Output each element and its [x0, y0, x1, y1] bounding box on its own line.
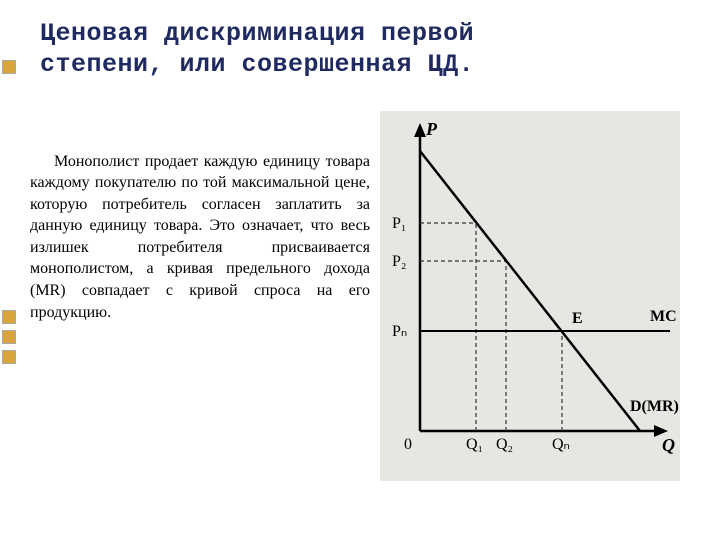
svg-text:Q₁: Q₁	[466, 436, 483, 453]
chart-svg: P Q 0 P₁ P₂ Pₙ Q₁ Q₂ Qₙ MC D(MR) E	[380, 111, 680, 481]
svg-text:Q₂: Q₂	[496, 436, 513, 453]
svg-text:Q: Q	[662, 435, 675, 455]
svg-text:MC: MC	[650, 308, 677, 325]
svg-text:P₁: P₁	[392, 215, 406, 232]
svg-text:P: P	[425, 119, 438, 139]
sidebar-mark	[2, 350, 16, 364]
content-row: Монополист продает каждую единицу товара…	[0, 91, 720, 481]
title-line-2: степени, или совершенная ЦД.	[40, 50, 474, 79]
svg-text:E: E	[572, 310, 583, 327]
title-line-1: Ценовая дискриминация первой	[40, 19, 474, 48]
sidebar-mark	[2, 310, 16, 324]
svg-text:0: 0	[404, 436, 412, 453]
svg-text:Pₙ: Pₙ	[392, 323, 407, 340]
slide-title: Ценовая дискриминация первой степени, ил…	[0, 0, 720, 91]
svg-text:P₂: P₂	[392, 253, 406, 270]
svg-text:D(MR): D(MR)	[630, 398, 679, 415]
price-discrimination-chart: P Q 0 P₁ P₂ Pₙ Q₁ Q₂ Qₙ MC D(MR) E	[380, 111, 700, 481]
sidebar-mark	[2, 330, 16, 344]
body-paragraph: Монополист продает каждую единицу товара…	[30, 111, 370, 481]
svg-text:Qₙ: Qₙ	[552, 436, 570, 453]
sidebar-marks	[0, 0, 18, 540]
sidebar-mark	[2, 60, 16, 74]
